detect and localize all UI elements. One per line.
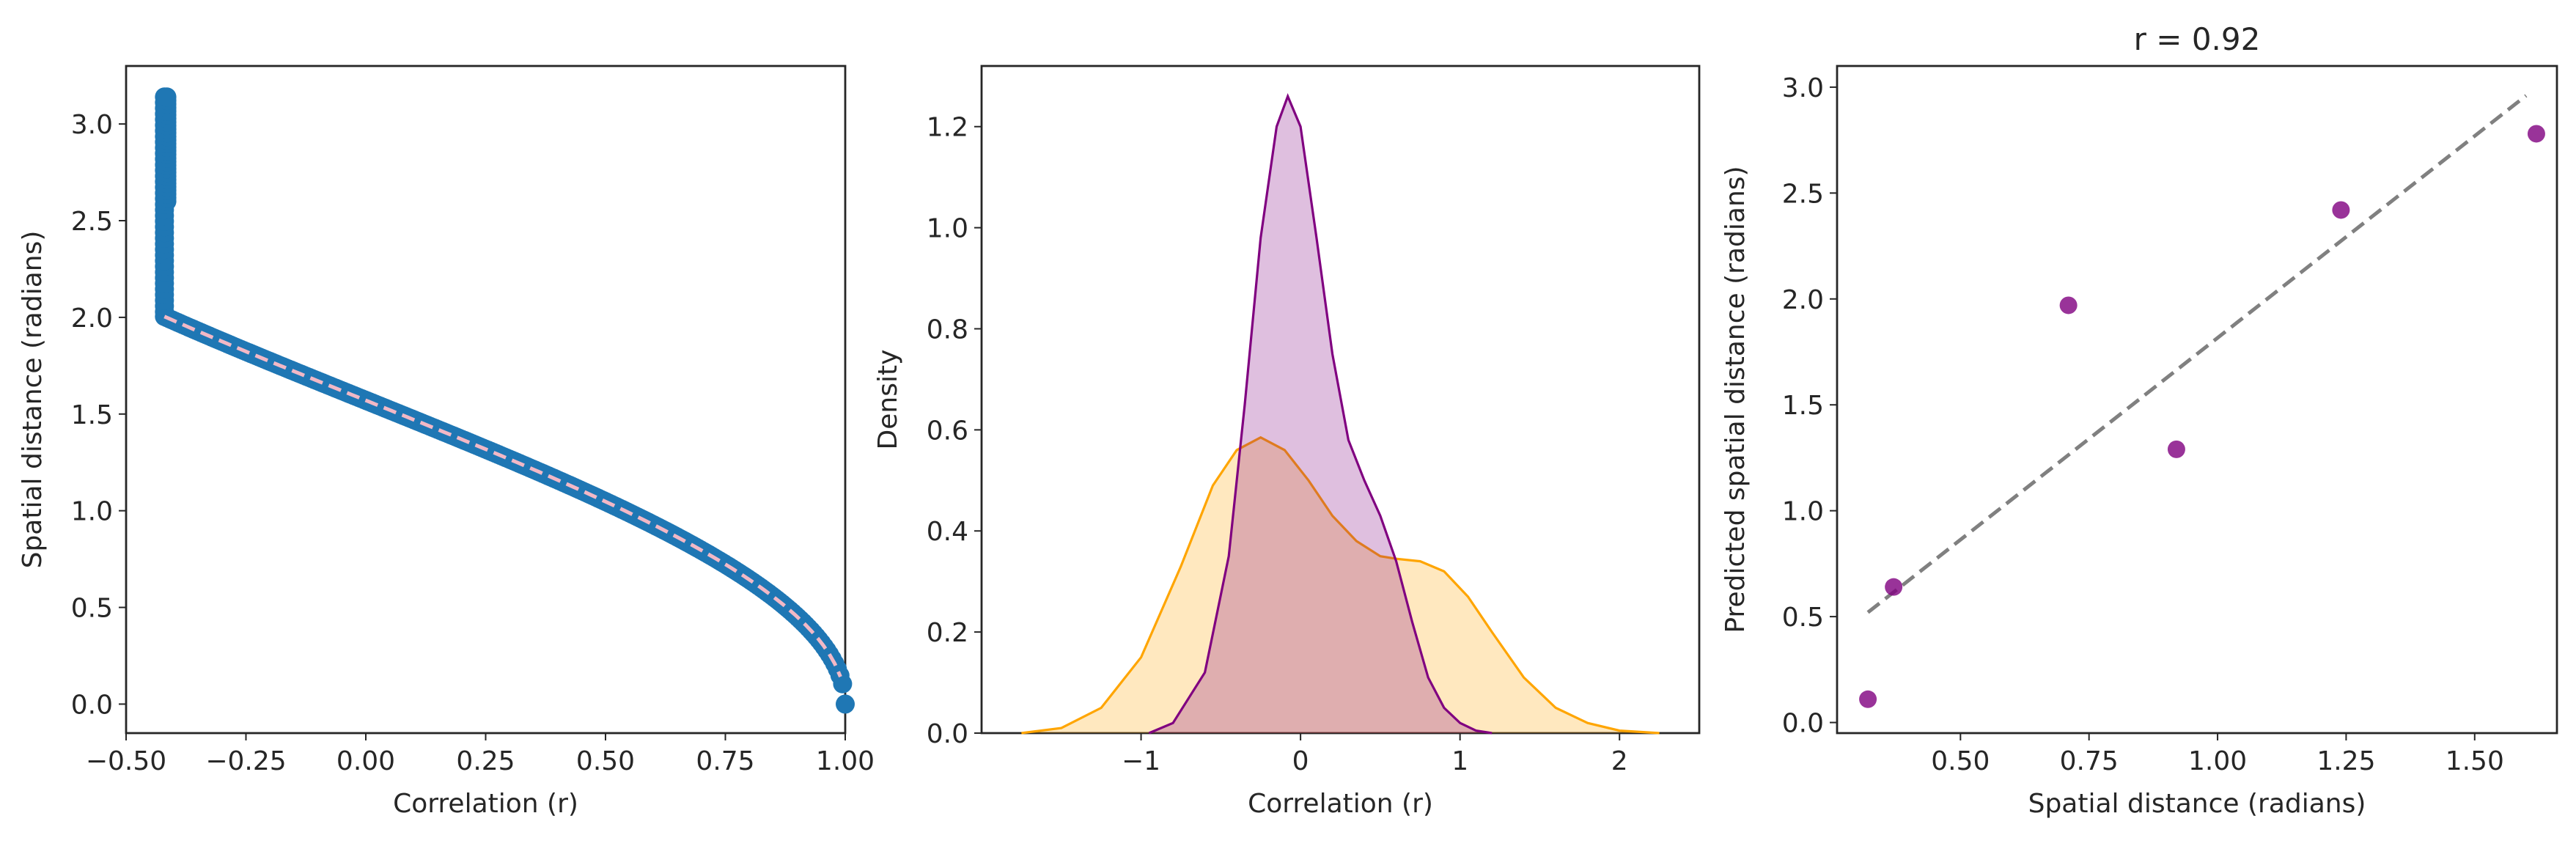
y-tick-label: 1.0 bbox=[927, 214, 968, 244]
y-tick-label: 3.0 bbox=[71, 110, 113, 140]
data-point bbox=[1859, 690, 1877, 708]
x-tick-label: 2 bbox=[1611, 746, 1628, 776]
x-tick-label: 0 bbox=[1292, 746, 1309, 776]
x-tick-label: 0.50 bbox=[576, 746, 635, 776]
density-panel-correlation: −1 0 1 2 0.0 0.2 0.4 0.6 0.8 1.0 1.2 Correlation (r… bbox=[873, 65, 1701, 819]
y-tick-label: 0.5 bbox=[71, 594, 113, 624]
x-tick-label: 0.00 bbox=[336, 746, 395, 776]
scatter-panel-correlation-vs-distance: −0.50 −0.25 0.00 0.25 0.50 0.75 1.00 0.0 0.5 1.0 1… bbox=[18, 65, 875, 819]
y-tick-label: 2.0 bbox=[71, 304, 113, 334]
fit-line bbox=[163, 315, 842, 678]
data-point bbox=[2167, 440, 2185, 458]
plot-frame bbox=[125, 65, 847, 735]
y-tick-label: 0.4 bbox=[927, 517, 968, 547]
y-tick-label: 1.0 bbox=[71, 497, 113, 527]
y-axis-label: Density bbox=[873, 350, 903, 450]
fit-line bbox=[1866, 94, 2528, 614]
data-point bbox=[833, 674, 853, 694]
data-point bbox=[1885, 578, 1903, 596]
y-tick-label: 3.0 bbox=[1782, 73, 1824, 103]
x-tick-label: 0.25 bbox=[456, 746, 515, 776]
density-line bbox=[1148, 93, 1493, 735]
plot-frame bbox=[980, 65, 1701, 735]
data-point bbox=[2332, 201, 2350, 219]
x-tick-label: 0.50 bbox=[1931, 746, 1990, 776]
y-tick-label: 0.5 bbox=[1782, 603, 1824, 633]
x-tick-label: 1.25 bbox=[2316, 746, 2375, 776]
scatter-panel-predicted-vs-actual: 0.50 0.75 1.00 1.25 1.50 0.0 0.5 1.0 1.5 2.0 2.5 3.… bbox=[1721, 21, 2558, 819]
data-point bbox=[157, 87, 177, 107]
y-axis-label: Predicted spatial distance (radians) bbox=[1721, 166, 1751, 633]
chart-title: r = 0.92 bbox=[2134, 21, 2261, 57]
x-tick-label: 1.50 bbox=[2446, 746, 2504, 776]
y-tick-label: 1.2 bbox=[927, 113, 968, 143]
x-axis-label: Correlation (r) bbox=[393, 789, 578, 819]
x-axis-label: Spatial distance (radians) bbox=[2028, 789, 2366, 819]
y-tick-label: 1.5 bbox=[1782, 391, 1824, 421]
y-tick-label: 0.6 bbox=[927, 416, 968, 446]
y-axis-label: Spatial distance (radians) bbox=[18, 231, 48, 569]
density-area bbox=[1149, 96, 1493, 733]
x-tick-label: 0.75 bbox=[696, 746, 754, 776]
data-point bbox=[836, 694, 855, 714]
x-tick-label: 1.00 bbox=[2188, 746, 2247, 776]
y-tick-label: 0.0 bbox=[71, 690, 113, 720]
y-tick-label: 0.0 bbox=[1782, 709, 1824, 739]
x-tick-label: 1.00 bbox=[816, 746, 875, 776]
density-area bbox=[1021, 437, 1660, 733]
data-point bbox=[2527, 125, 2545, 143]
plot-frame bbox=[1836, 65, 2558, 735]
x-axis-label: Correlation (r) bbox=[1248, 789, 1433, 819]
y-tick-label: 2.0 bbox=[1782, 285, 1824, 315]
y-tick-label: 1.5 bbox=[71, 400, 113, 430]
x-tick-label: 0.75 bbox=[2060, 746, 2119, 776]
y-tick-label: 1.0 bbox=[1782, 497, 1824, 527]
y-tick-label: 2.5 bbox=[1782, 179, 1824, 209]
y-tick-label: 0.8 bbox=[927, 315, 968, 345]
y-tick-label: 2.5 bbox=[71, 207, 113, 237]
x-tick-label: −1 bbox=[1122, 746, 1160, 776]
x-tick-label: 1 bbox=[1451, 746, 1468, 776]
x-tick-label: −0.25 bbox=[205, 746, 286, 776]
density-line bbox=[1021, 435, 1660, 735]
data-point bbox=[2059, 296, 2078, 315]
y-tick-label: 0.2 bbox=[927, 618, 968, 648]
x-tick-label: −0.50 bbox=[86, 746, 166, 776]
y-tick-label: 0.0 bbox=[927, 719, 968, 749]
